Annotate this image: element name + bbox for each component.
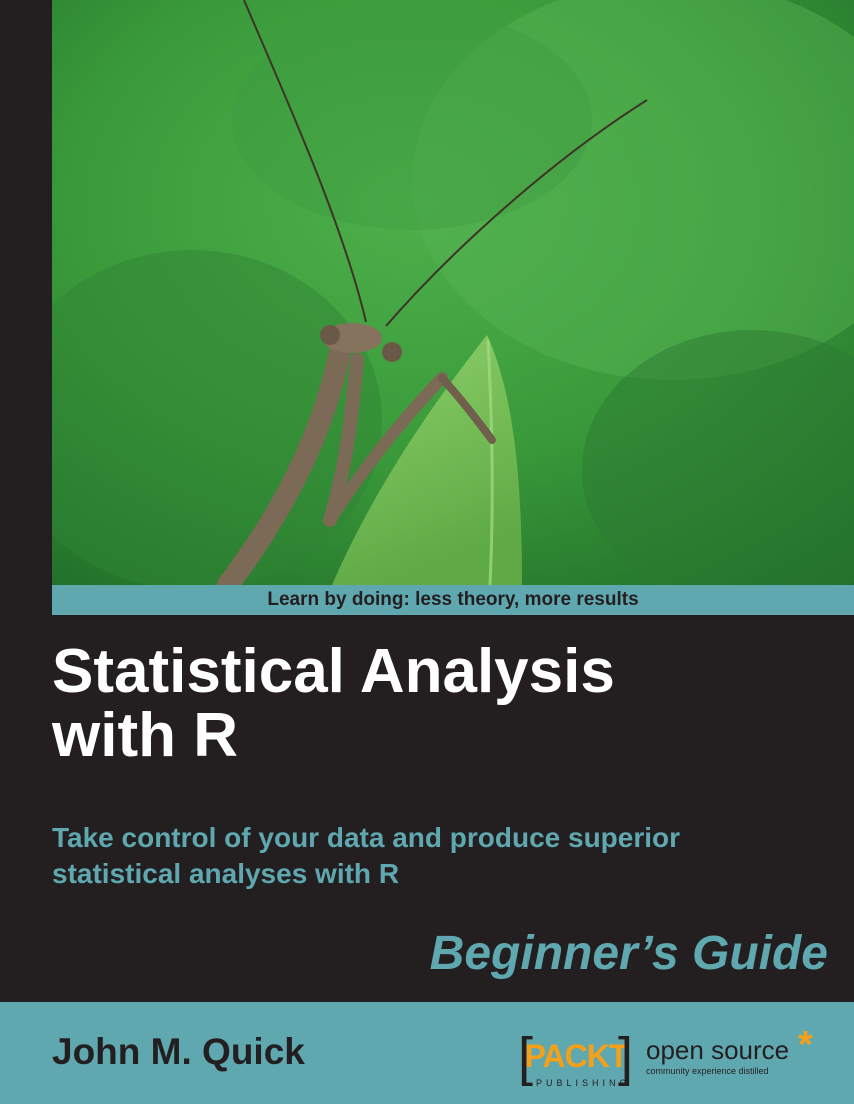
tagline-band: Learn by doing: less theory, more result…	[52, 585, 854, 615]
open-source-label: open source	[646, 1035, 790, 1065]
bracket-right: ]	[618, 1027, 634, 1087]
series-name: Beginner’s Guide	[429, 927, 828, 980]
bracket-left: [	[518, 1027, 534, 1087]
author-band: John M. Quick [ PACKT ] PUBLISHING open …	[0, 1002, 854, 1104]
book-title: Statistical Analysis with R	[52, 640, 842, 768]
book-title-line: with R	[52, 701, 238, 770]
cover-photo	[52, 0, 854, 585]
open-source-tagline: community experience distilled	[646, 1066, 769, 1076]
packt-logo: [ PACKT ] PUBLISHING open source * commu…	[518, 1026, 838, 1092]
publishing-label: PUBLISHING	[536, 1078, 631, 1088]
packt-wordmark: PACKT	[524, 1037, 629, 1074]
tagline: Learn by doing: less theory, more result…	[267, 589, 639, 610]
book-subtitle-line: Take control of your data and produce su…	[52, 822, 681, 853]
author-name: John M. Quick	[52, 1031, 305, 1072]
book-title-line: Statistical Analysis	[52, 637, 615, 706]
book-subtitle-line: statistical analyses with R	[52, 858, 400, 889]
praying-mantis-photo	[52, 0, 854, 585]
asterisk-icon: *	[798, 1024, 813, 1066]
book-subtitle: Take control of your data and produce su…	[52, 820, 842, 892]
